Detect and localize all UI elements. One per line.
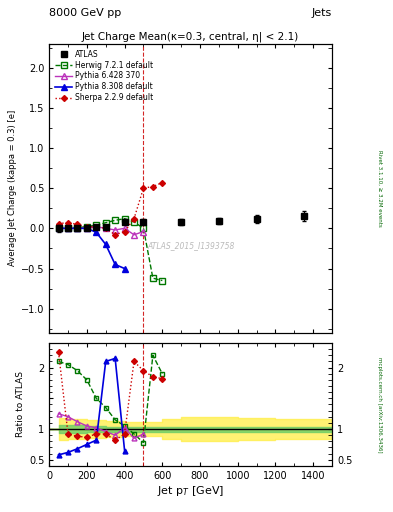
Legend: ATLAS, Herwig 7.2.1 default, Pythia 6.428 370, Pythia 8.308 default, Sherpa 2.2.: ATLAS, Herwig 7.2.1 default, Pythia 6.42… <box>53 47 156 104</box>
Sherpa 2.2.9 default <box>113 232 118 238</box>
Herwig 7.2.1 default <box>103 220 108 226</box>
Sherpa 2.2.9 default <box>132 216 136 222</box>
Pythia 6.428 370 <box>56 225 61 231</box>
Pythia 6.428 370 <box>122 225 127 231</box>
Herwig 7.2.1 default <box>141 225 146 231</box>
Pythia 6.428 370 <box>113 227 118 233</box>
Sherpa 2.2.9 default <box>94 224 99 230</box>
Pythia 6.428 370 <box>94 224 99 230</box>
Herwig 7.2.1 default <box>122 216 127 222</box>
Text: mcplots.cern.ch [arXiv:1306.3436]: mcplots.cern.ch [arXiv:1306.3436] <box>377 357 382 452</box>
Sherpa 2.2.9 default <box>122 228 127 234</box>
Sherpa 2.2.9 default <box>66 220 70 226</box>
X-axis label: Jet p$_T$ [GeV]: Jet p$_T$ [GeV] <box>157 483 224 498</box>
Herwig 7.2.1 default <box>132 219 136 225</box>
Sherpa 2.2.9 default <box>84 224 89 230</box>
Herwig 7.2.1 default <box>75 224 80 230</box>
Line: Sherpa 2.2.9 default: Sherpa 2.2.9 default <box>57 180 164 237</box>
Text: ATLAS_2015_I1393758: ATLAS_2015_I1393758 <box>147 242 234 250</box>
Pythia 6.428 370 <box>66 225 70 231</box>
Pythia 8.308 default <box>113 262 118 268</box>
Sherpa 2.2.9 default <box>75 221 80 227</box>
Line: Pythia 8.308 default: Pythia 8.308 default <box>56 226 127 271</box>
Sherpa 2.2.9 default <box>160 180 165 186</box>
Sherpa 2.2.9 default <box>151 183 155 189</box>
Y-axis label: Average Jet Charge (kappa = 0.3) [e]: Average Jet Charge (kappa = 0.3) [e] <box>7 110 17 266</box>
Sherpa 2.2.9 default <box>56 221 61 227</box>
Herwig 7.2.1 default <box>151 275 155 281</box>
Pythia 8.308 default <box>122 265 127 271</box>
Line: Herwig 7.2.1 default: Herwig 7.2.1 default <box>56 216 165 283</box>
Pythia 8.308 default <box>56 225 61 231</box>
Herwig 7.2.1 default <box>160 278 165 284</box>
Text: Rivet 3.1.10, ≥ 3.2M events: Rivet 3.1.10, ≥ 3.2M events <box>377 150 382 226</box>
Pythia 6.428 370 <box>141 228 146 234</box>
Pythia 6.428 370 <box>75 225 80 231</box>
Text: 8000 GeV pp: 8000 GeV pp <box>49 8 121 18</box>
Pythia 6.428 370 <box>132 232 136 238</box>
Herwig 7.2.1 default <box>94 222 99 228</box>
Pythia 8.308 default <box>66 225 70 231</box>
Pythia 8.308 default <box>75 225 80 231</box>
Pythia 8.308 default <box>94 229 99 236</box>
Herwig 7.2.1 default <box>56 225 61 231</box>
Pythia 8.308 default <box>84 225 89 231</box>
Herwig 7.2.1 default <box>66 225 70 231</box>
Line: Pythia 6.428 370: Pythia 6.428 370 <box>56 224 146 238</box>
Text: Jets: Jets <box>312 8 332 18</box>
Sherpa 2.2.9 default <box>141 185 146 191</box>
Title: Jet Charge Mean(κ=0.3, central, η| < 2.1): Jet Charge Mean(κ=0.3, central, η| < 2.1… <box>82 31 299 42</box>
Pythia 6.428 370 <box>103 225 108 231</box>
Y-axis label: Ratio to ATLAS: Ratio to ATLAS <box>16 372 25 437</box>
Herwig 7.2.1 default <box>84 224 89 230</box>
Sherpa 2.2.9 default <box>103 225 108 231</box>
Pythia 8.308 default <box>103 241 108 247</box>
Pythia 6.428 370 <box>84 225 89 231</box>
Herwig 7.2.1 default <box>113 217 118 223</box>
